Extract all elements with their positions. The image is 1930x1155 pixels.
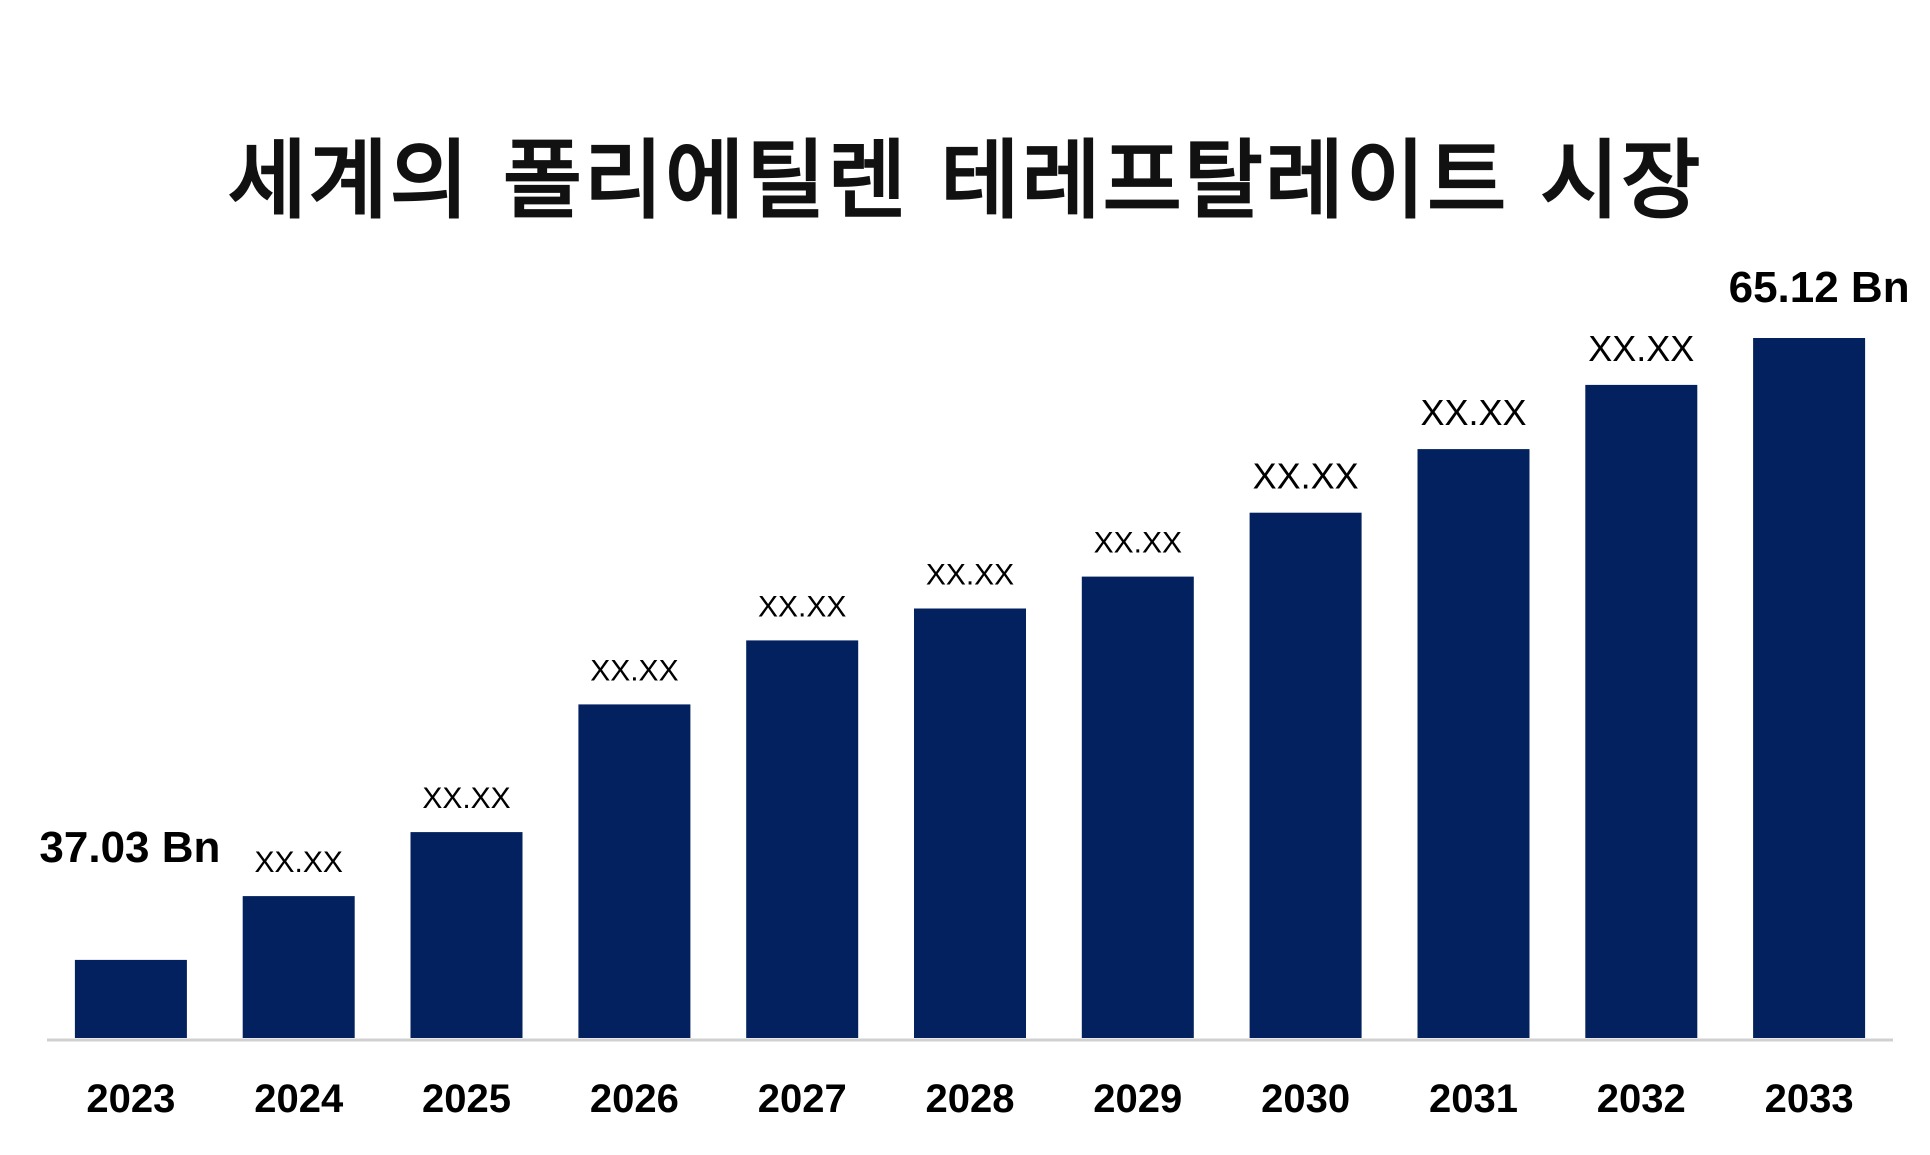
value-label-2023: 37.03 Bn: [39, 823, 220, 872]
chart-title: 세계의 폴리에틸렌 테레프탈레이트 시장: [227, 131, 1703, 231]
bar-2025: [410, 832, 523, 1038]
x-tick-label-2025: 2025: [422, 1077, 511, 1121]
value-label-2033: 65.12 Bn: [1729, 263, 1910, 312]
x-tick-label-2029: 2029: [1093, 1077, 1182, 1121]
x-tick-label-2032: 2032: [1597, 1077, 1686, 1121]
value-label-2027: XX.XX: [758, 590, 846, 623]
x-tick-label-2030: 2030: [1261, 1077, 1350, 1121]
bar-2023: [74, 959, 187, 1038]
bar-2029: [1081, 576, 1194, 1038]
x-tick-label-2027: 2027: [758, 1077, 847, 1121]
bars-layer: [74, 338, 1866, 1039]
bar-2026: [578, 704, 691, 1038]
x-tick-label-2026: 2026: [590, 1077, 679, 1121]
value-label-2030: XX.XX: [1253, 456, 1359, 497]
x-tick-label-2024: 2024: [254, 1077, 344, 1121]
bar-2031: [1417, 449, 1530, 1039]
bar-2027: [746, 640, 859, 1038]
bar-2033: [1753, 338, 1866, 1038]
bar-2030: [1249, 512, 1362, 1038]
value-label-2031: XX.XX: [1420, 392, 1526, 433]
value-label-2026: XX.XX: [590, 654, 678, 687]
value-label-2029: XX.XX: [1094, 527, 1182, 560]
x-tick-labels-layer: 2023 2024 2025 2026 2027 2028 2029 2030 2031 2032…: [86, 1077, 1853, 1121]
value-labels-layer: 37.03 Bn XX.XX XX.XX XX.XX XX.XX XX.XX XX.XX XX…: [39, 263, 1909, 879]
x-tick-label-2033: 2033: [1765, 1077, 1854, 1121]
x-tick-label-2031: 2031: [1429, 1077, 1518, 1121]
x-tick-label-2023: 2023: [86, 1077, 175, 1121]
value-label-2032: XX.XX: [1588, 328, 1694, 369]
x-tick-label-2028: 2028: [926, 1077, 1015, 1121]
value-label-2028: XX.XX: [926, 559, 1014, 592]
bar-2024: [242, 896, 355, 1038]
value-label-2024: XX.XX: [255, 846, 343, 879]
bar-2028: [914, 608, 1026, 1038]
value-label-2025: XX.XX: [422, 782, 510, 815]
bar-2032: [1585, 384, 1698, 1038]
